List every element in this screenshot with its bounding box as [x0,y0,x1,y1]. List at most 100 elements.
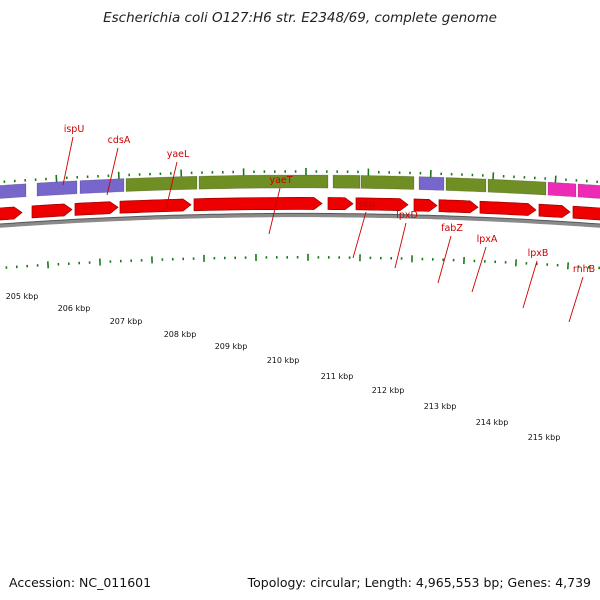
outer-tick [211,171,214,174]
outer-tick [357,170,359,174]
scale-tick [431,258,434,261]
scale-tick [57,262,60,266]
scale-tick [36,264,39,267]
scale-label: 213 kbp [424,402,457,411]
scale-tick [109,260,112,263]
gene-label-lpxA: lpxA [477,234,498,245]
outer-tick [24,179,27,182]
scale-label: 214 kbp [476,418,509,427]
outer-tick [159,172,162,176]
outer-tick [325,170,328,173]
segment-3 [79,178,125,194]
scale-tick [515,259,517,267]
scale-tick [369,256,372,260]
outer-tick [336,170,339,173]
outer-tick [409,171,411,175]
outer-tick [45,177,47,181]
gene-arrow-12 [572,205,600,221]
outer-tick [513,175,515,179]
scale-tick [119,259,122,263]
outer-tick [419,171,422,175]
scale-tick [348,256,351,259]
gene-label-skp: skp [359,199,375,210]
scale-tick [151,256,153,264]
segment-5 [198,174,329,190]
scale-tick [275,256,278,259]
scale-tick [26,264,29,268]
segment-1 [0,183,27,199]
outer-tick [533,176,536,180]
gene-label-cdsA: cdsA [108,135,131,146]
outer-tick [315,170,318,173]
outer-tick [149,172,151,176]
scale-tick [452,258,455,262]
backbone [0,212,600,228]
segment-9 [445,177,487,193]
scale-tick [307,253,309,261]
segment-11 [547,181,577,198]
outer-tick [190,171,193,175]
scale-tick [587,265,590,269]
scale-tick [46,261,50,269]
scale-tick [78,261,81,265]
leader-line [471,246,487,293]
segment-4 [125,175,198,192]
scale-tick [15,265,18,269]
gene-arrow-9 [438,199,479,214]
gene-label-yaeT: yaeT [269,175,292,186]
scale-tick [483,260,486,263]
gene-arrow-11 [538,203,571,218]
outer-tick [492,172,495,180]
outer-tick [450,172,453,176]
scale-tick [171,257,174,261]
scale-tick [182,257,185,261]
gene-labels: ispU cdsA yaeL yaeT skp lpxD fabZ lpxA lpxB rnhB [62,124,595,323]
scale-tick [390,257,393,260]
outer-tick [221,170,224,174]
scale-ticks [5,253,600,270]
outer-tick [201,171,203,174]
outer-tick [565,178,567,182]
segment-12 [577,183,600,199]
outer-tick [367,168,370,176]
scale-tick [494,260,497,264]
scale-tick [525,262,528,265]
outer-tick [97,174,99,178]
gene-label-lpxB: lpxB [528,248,549,259]
scale-tick [463,256,465,265]
scale-label: 211 kbp [321,372,354,381]
outer-tick [429,169,432,178]
gene-arrow-1 [0,206,23,221]
outer-tick [554,175,557,183]
gene-label-fabZ: fabZ [441,223,463,234]
leader-line [522,260,538,309]
outer-tick [138,173,141,176]
leader-line [352,211,367,259]
outer-tick [55,174,58,182]
scale-labels: 205 kbp 206 kbp 207 kbp 208 kbp 209 kbp 210 k… [6,292,561,442]
outer-tick [242,168,245,176]
scale-tick [286,256,289,259]
segment-6 [332,174,361,189]
scale-tick [203,254,205,262]
scale-label: 209 kbp [215,342,248,351]
outer-tick [596,180,599,184]
outer-tick [180,169,183,177]
outer-tick [34,178,37,181]
outer-tick [502,175,505,178]
scale-tick [140,259,143,262]
scale-tick [223,256,226,260]
gene-arrow-5 [193,197,323,212]
scale-tick [5,266,8,269]
scale-tick [359,254,361,262]
scale-tick [566,262,570,270]
scale-tick [556,263,559,267]
scale-tick [504,261,507,264]
scale-tick [213,256,216,260]
segment-10 [487,178,547,196]
outer-tick [86,175,89,179]
scale-label: 210 kbp [267,356,300,365]
outer-tick [232,170,235,174]
outer-tick [471,173,474,177]
